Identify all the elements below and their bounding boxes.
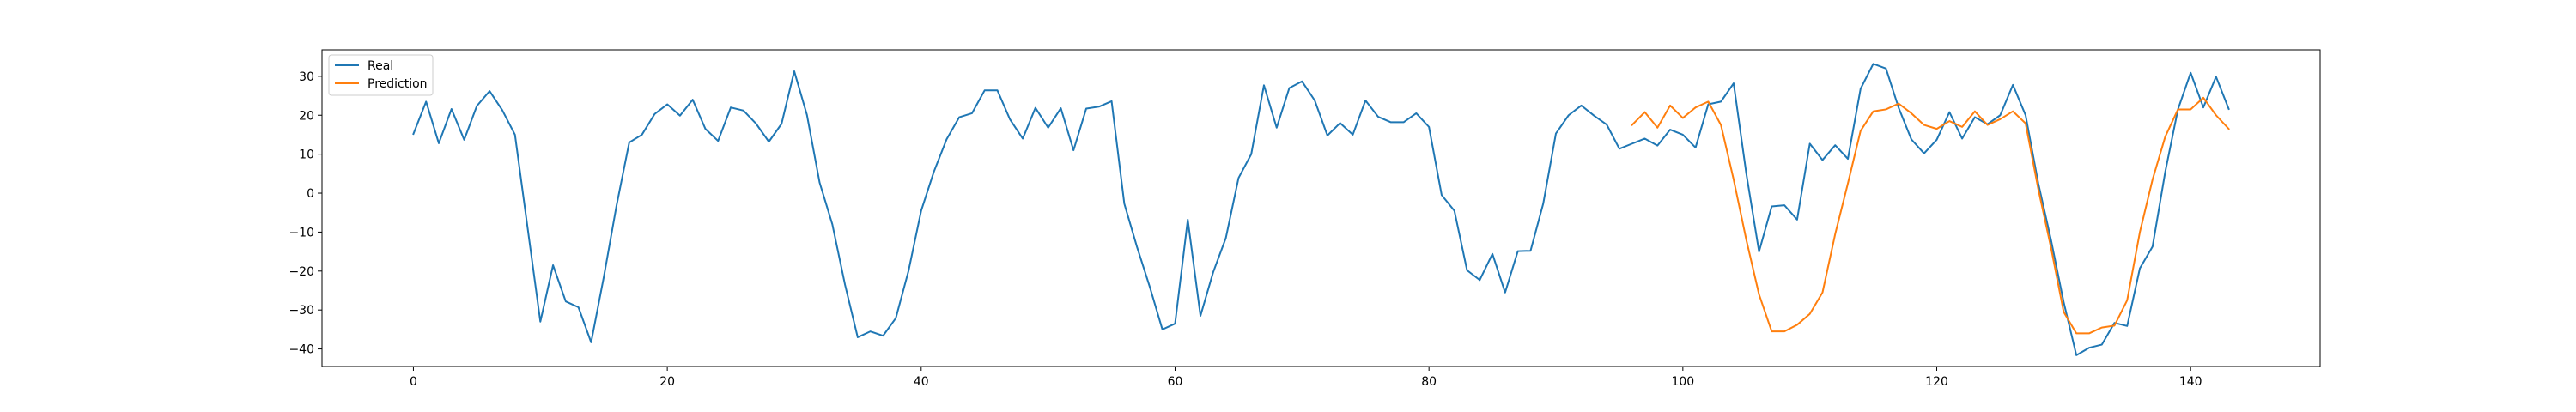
legend-label-real: Real <box>368 59 393 73</box>
y-tick-label: 10 <box>299 148 314 162</box>
x-tick-label: 80 <box>1421 375 1437 389</box>
x-tick-label: 20 <box>659 375 675 389</box>
series-line-real <box>412 63 2230 356</box>
x-tick-label: 40 <box>914 375 929 389</box>
x-tick-label: 60 <box>1168 375 1183 389</box>
y-tick-label: 20 <box>299 109 314 123</box>
y-axis: −40 −30 −20 −10 0 10 20 30 <box>289 70 322 357</box>
y-tick-label: 30 <box>299 70 314 84</box>
y-tick-label: −30 <box>289 304 314 318</box>
x-tick-label: 140 <box>2179 375 2202 389</box>
x-tick-label: 120 <box>1925 375 1948 389</box>
x-tick-label: 100 <box>1671 375 1694 389</box>
series-line-prediction <box>1631 96 2230 335</box>
legend-label-prediction: Prediction <box>368 77 428 91</box>
legend: Real Prediction <box>328 54 434 96</box>
y-tick-label: −40 <box>289 343 314 357</box>
y-tick-label: −20 <box>289 265 314 279</box>
y-tick-label: −10 <box>289 226 314 239</box>
x-tick-label: 0 <box>410 375 417 389</box>
plot-frame <box>321 49 2321 367</box>
x-axis: 0 20 40 60 80 100 120 140 <box>410 367 2202 389</box>
y-tick-label: 0 <box>307 187 314 201</box>
series-lines <box>412 63 2230 356</box>
